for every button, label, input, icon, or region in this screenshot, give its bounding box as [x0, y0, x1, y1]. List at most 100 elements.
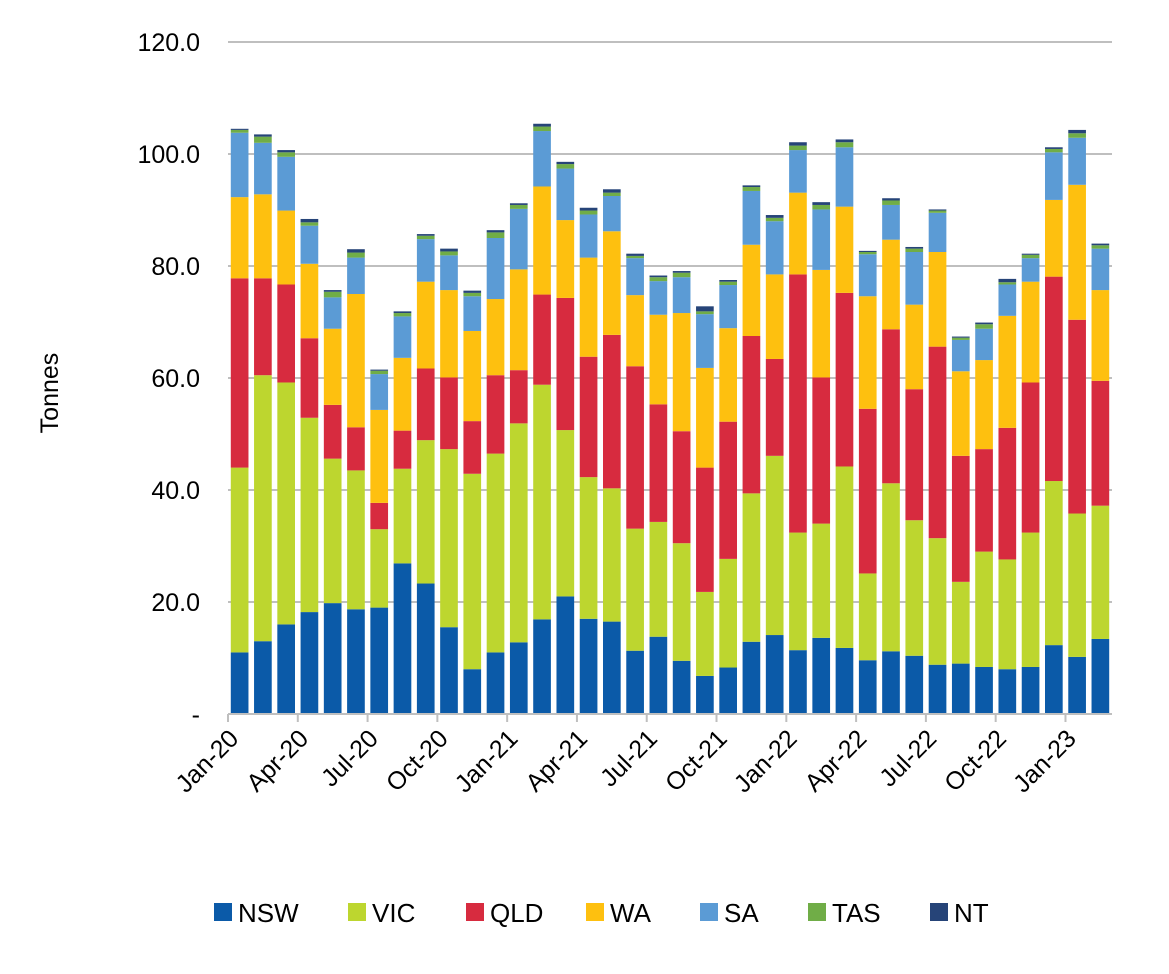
bar-segment-wa-jan-20 — [230, 197, 249, 279]
bar-segment-vic-nov-21 — [742, 493, 761, 642]
bar-segment-sa-jul-20 — [370, 374, 389, 410]
bar-segment-nt-aug-20 — [393, 311, 412, 314]
bar-segment-tas-mar-22 — [835, 142, 854, 148]
bar-segment-vic-nov-22 — [1021, 532, 1040, 667]
x-tick-label: Apr-21 — [520, 724, 593, 797]
bar-segment-qld-jul-22 — [928, 346, 947, 539]
bar-segment-vic-feb-21 — [533, 384, 551, 620]
bar-segment-wa-sep-21 — [696, 367, 714, 468]
bar-segment-vic-sep-20 — [416, 440, 435, 584]
bar-segment-vic-jan-21 — [509, 423, 528, 643]
bar-segment-vic-may-22 — [882, 483, 900, 652]
bar-segment-nt-jan-21 — [509, 203, 528, 205]
bar-segment-nsw-feb-22 — [812, 637, 831, 714]
bar-segment-nsw-aug-21 — [672, 660, 691, 714]
bar-segment-nt-apr-22 — [858, 250, 877, 252]
bar-segment-qld-feb-22 — [812, 377, 831, 524]
bar-segment-qld-nov-21 — [742, 336, 761, 494]
bar-segment-tas-jul-22 — [928, 210, 947, 213]
bar-segment-tas-may-22 — [882, 200, 900, 205]
bar-segment-qld-jan-20 — [230, 278, 249, 468]
bar-segment-sa-dec-22 — [1045, 152, 1063, 200]
bar-segment-nt-nov-22 — [1021, 253, 1040, 255]
y-tick-label: 40.0 — [151, 477, 200, 505]
bar-segment-wa-jun-22 — [905, 304, 924, 390]
bar-segment-tas-jan-21 — [509, 204, 528, 209]
y-tick-label: 100.0 — [137, 141, 200, 169]
bar-segment-nsw-feb-20 — [254, 641, 272, 714]
bar-segment-tas-jun-22 — [905, 248, 924, 252]
x-tick-label: Jan-20 — [170, 724, 244, 798]
bar-segment-vic-nov-20 — [463, 473, 482, 670]
y-tick-label: 20.0 — [151, 589, 200, 617]
bar-segment-tas-may-20 — [323, 291, 342, 298]
bars — [230, 123, 1110, 714]
bar-segment-tas-dec-22 — [1045, 148, 1063, 153]
bar-segment-tas-feb-21 — [533, 126, 551, 132]
bar-segment-nt-feb-21 — [533, 123, 551, 127]
bar-segment-tas-apr-22 — [858, 252, 877, 255]
bar-segment-nsw-sep-21 — [696, 675, 714, 714]
bar-segment-qld-dec-22 — [1045, 276, 1063, 482]
bar-segment-wa-feb-23 — [1091, 290, 1110, 381]
bar-segment-vic-jan-20 — [230, 467, 249, 653]
bar-segment-sa-mar-21 — [556, 168, 575, 221]
bar-segment-qld-jul-20 — [370, 502, 389, 530]
bar-segment-vic-aug-21 — [672, 543, 691, 661]
bar-segment-nt-may-20 — [323, 290, 342, 292]
x-tick-label: Oct-21 — [660, 724, 733, 797]
bar-segment-nsw-feb-23 — [1091, 638, 1110, 714]
legend-item-nt: NT — [930, 898, 989, 928]
bar-segment-qld-nov-22 — [1021, 382, 1040, 533]
bar-segment-nsw-feb-21 — [533, 619, 551, 714]
bar-segment-vic-feb-22 — [812, 523, 831, 638]
bar-segment-wa-apr-21 — [579, 257, 598, 357]
bar-segment-nsw-sep-22 — [975, 666, 993, 714]
bar-segment-nt-oct-22 — [998, 278, 1017, 283]
legend-label: SA — [724, 898, 759, 928]
bar-segment-wa-jul-21 — [649, 314, 668, 405]
legend-label: TAS — [832, 898, 881, 928]
bar-segment-nt-jul-22 — [928, 209, 947, 211]
x-tick-label: Oct-22 — [939, 724, 1012, 797]
bar-segment-tas-aug-22 — [951, 337, 970, 340]
bar-segment-vic-may-21 — [603, 488, 621, 622]
bar-segment-vic-oct-21 — [719, 558, 737, 668]
bar-segment-tas-aug-20 — [393, 313, 412, 317]
x-tick-label: Jul-21 — [595, 724, 663, 792]
bar-segment-vic-feb-20 — [254, 375, 272, 642]
bar-segment-nt-oct-21 — [719, 280, 737, 282]
bar-segment-sa-jun-21 — [626, 258, 644, 296]
bar-segment-qld-mar-20 — [277, 284, 295, 383]
bar-segment-vic-jun-22 — [905, 520, 924, 656]
x-tick-label: Apr-22 — [799, 724, 872, 797]
bar-segment-wa-aug-22 — [951, 371, 970, 456]
bar-segment-nt-jul-21 — [649, 275, 668, 278]
bar-segment-vic-oct-22 — [998, 559, 1017, 670]
bar-segment-nt-apr-20 — [300, 218, 319, 223]
bar-segment-sa-apr-21 — [579, 214, 598, 258]
bar-segment-qld-jan-23 — [1068, 319, 1086, 514]
bar-segment-nt-feb-23 — [1091, 243, 1110, 246]
bar-segment-qld-jan-21 — [509, 370, 528, 424]
bar-segment-sa-jun-20 — [347, 257, 365, 294]
bar-segment-nt-jan-23 — [1068, 129, 1086, 134]
bar-segment-tas-sep-22 — [975, 324, 993, 329]
bar-segment-sa-may-22 — [882, 204, 900, 240]
bar-segment-sa-feb-22 — [812, 209, 831, 270]
bar-segment-wa-aug-21 — [672, 313, 691, 432]
bar-segment-nt-dec-20 — [486, 230, 505, 233]
bar-segment-tas-dec-21 — [765, 217, 784, 222]
bar-segment-qld-oct-21 — [719, 421, 737, 559]
bar-segment-nt-may-21 — [603, 189, 621, 193]
bar-segment-wa-feb-22 — [812, 269, 831, 378]
y-axis-ticks: - 20.0 40.0 60.0 80.0 100.0 120.0 — [137, 29, 200, 729]
x-tick-label: Jan-22 — [729, 724, 803, 798]
bar-segment-nt-feb-22 — [812, 202, 831, 205]
bar-segment-nt-mar-20 — [277, 150, 295, 153]
bar-segment-nt-feb-20 — [254, 134, 272, 137]
bar-segment-qld-may-22 — [882, 329, 900, 484]
bar-segment-vic-aug-22 — [951, 581, 970, 664]
bar-segment-qld-mar-21 — [556, 297, 575, 431]
